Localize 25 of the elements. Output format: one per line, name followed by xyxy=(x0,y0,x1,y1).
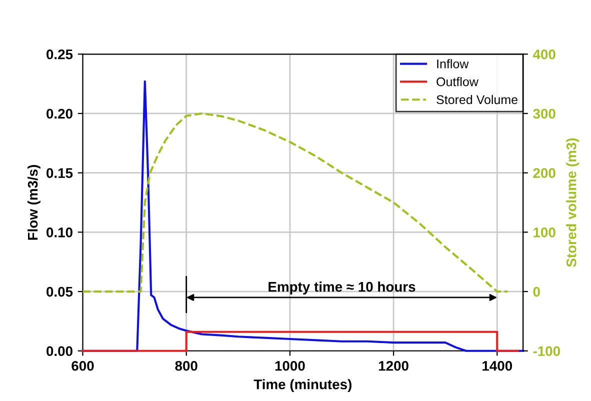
x-tick-label: 1000 xyxy=(275,360,305,371)
y-tick-label: 0.05 xyxy=(46,286,73,297)
y2-tick-label: 400 xyxy=(532,49,556,60)
y2-tick-label: 300 xyxy=(533,108,556,119)
line-series xyxy=(82,112,509,293)
annotation: Empty time ≈ 10 hours xyxy=(268,282,416,294)
y-tick-label: 0.00 xyxy=(46,346,72,356)
x-tick-label: 800 xyxy=(175,360,198,371)
y2-axis-title: Stored volume (m3) xyxy=(566,138,580,267)
x-axis-title: Time (minutes) xyxy=(254,379,352,392)
y-tick-label: 0.15 xyxy=(46,168,73,178)
y2-tick-label: 200 xyxy=(533,168,556,178)
y-axis-title: Flow (m3/s) xyxy=(27,164,40,240)
y-tick-label: 0.20 xyxy=(46,108,72,119)
y2-tick-label: -100 xyxy=(533,346,560,356)
x-tick-label: 600 xyxy=(72,360,94,371)
y2-tick-label: 100 xyxy=(534,228,556,238)
legend-label: Outflow xyxy=(436,77,478,86)
legend-label: Inflow xyxy=(437,59,469,68)
x-tick-label: 1400 xyxy=(482,360,512,371)
x-tick-label: 1200 xyxy=(378,360,408,371)
legend-label: Stored Volume xyxy=(436,94,518,104)
y2-tick-label: 0 xyxy=(533,286,540,297)
y-tick-label: 0.25 xyxy=(46,49,73,60)
y-tick-label: 0.10 xyxy=(46,228,72,238)
